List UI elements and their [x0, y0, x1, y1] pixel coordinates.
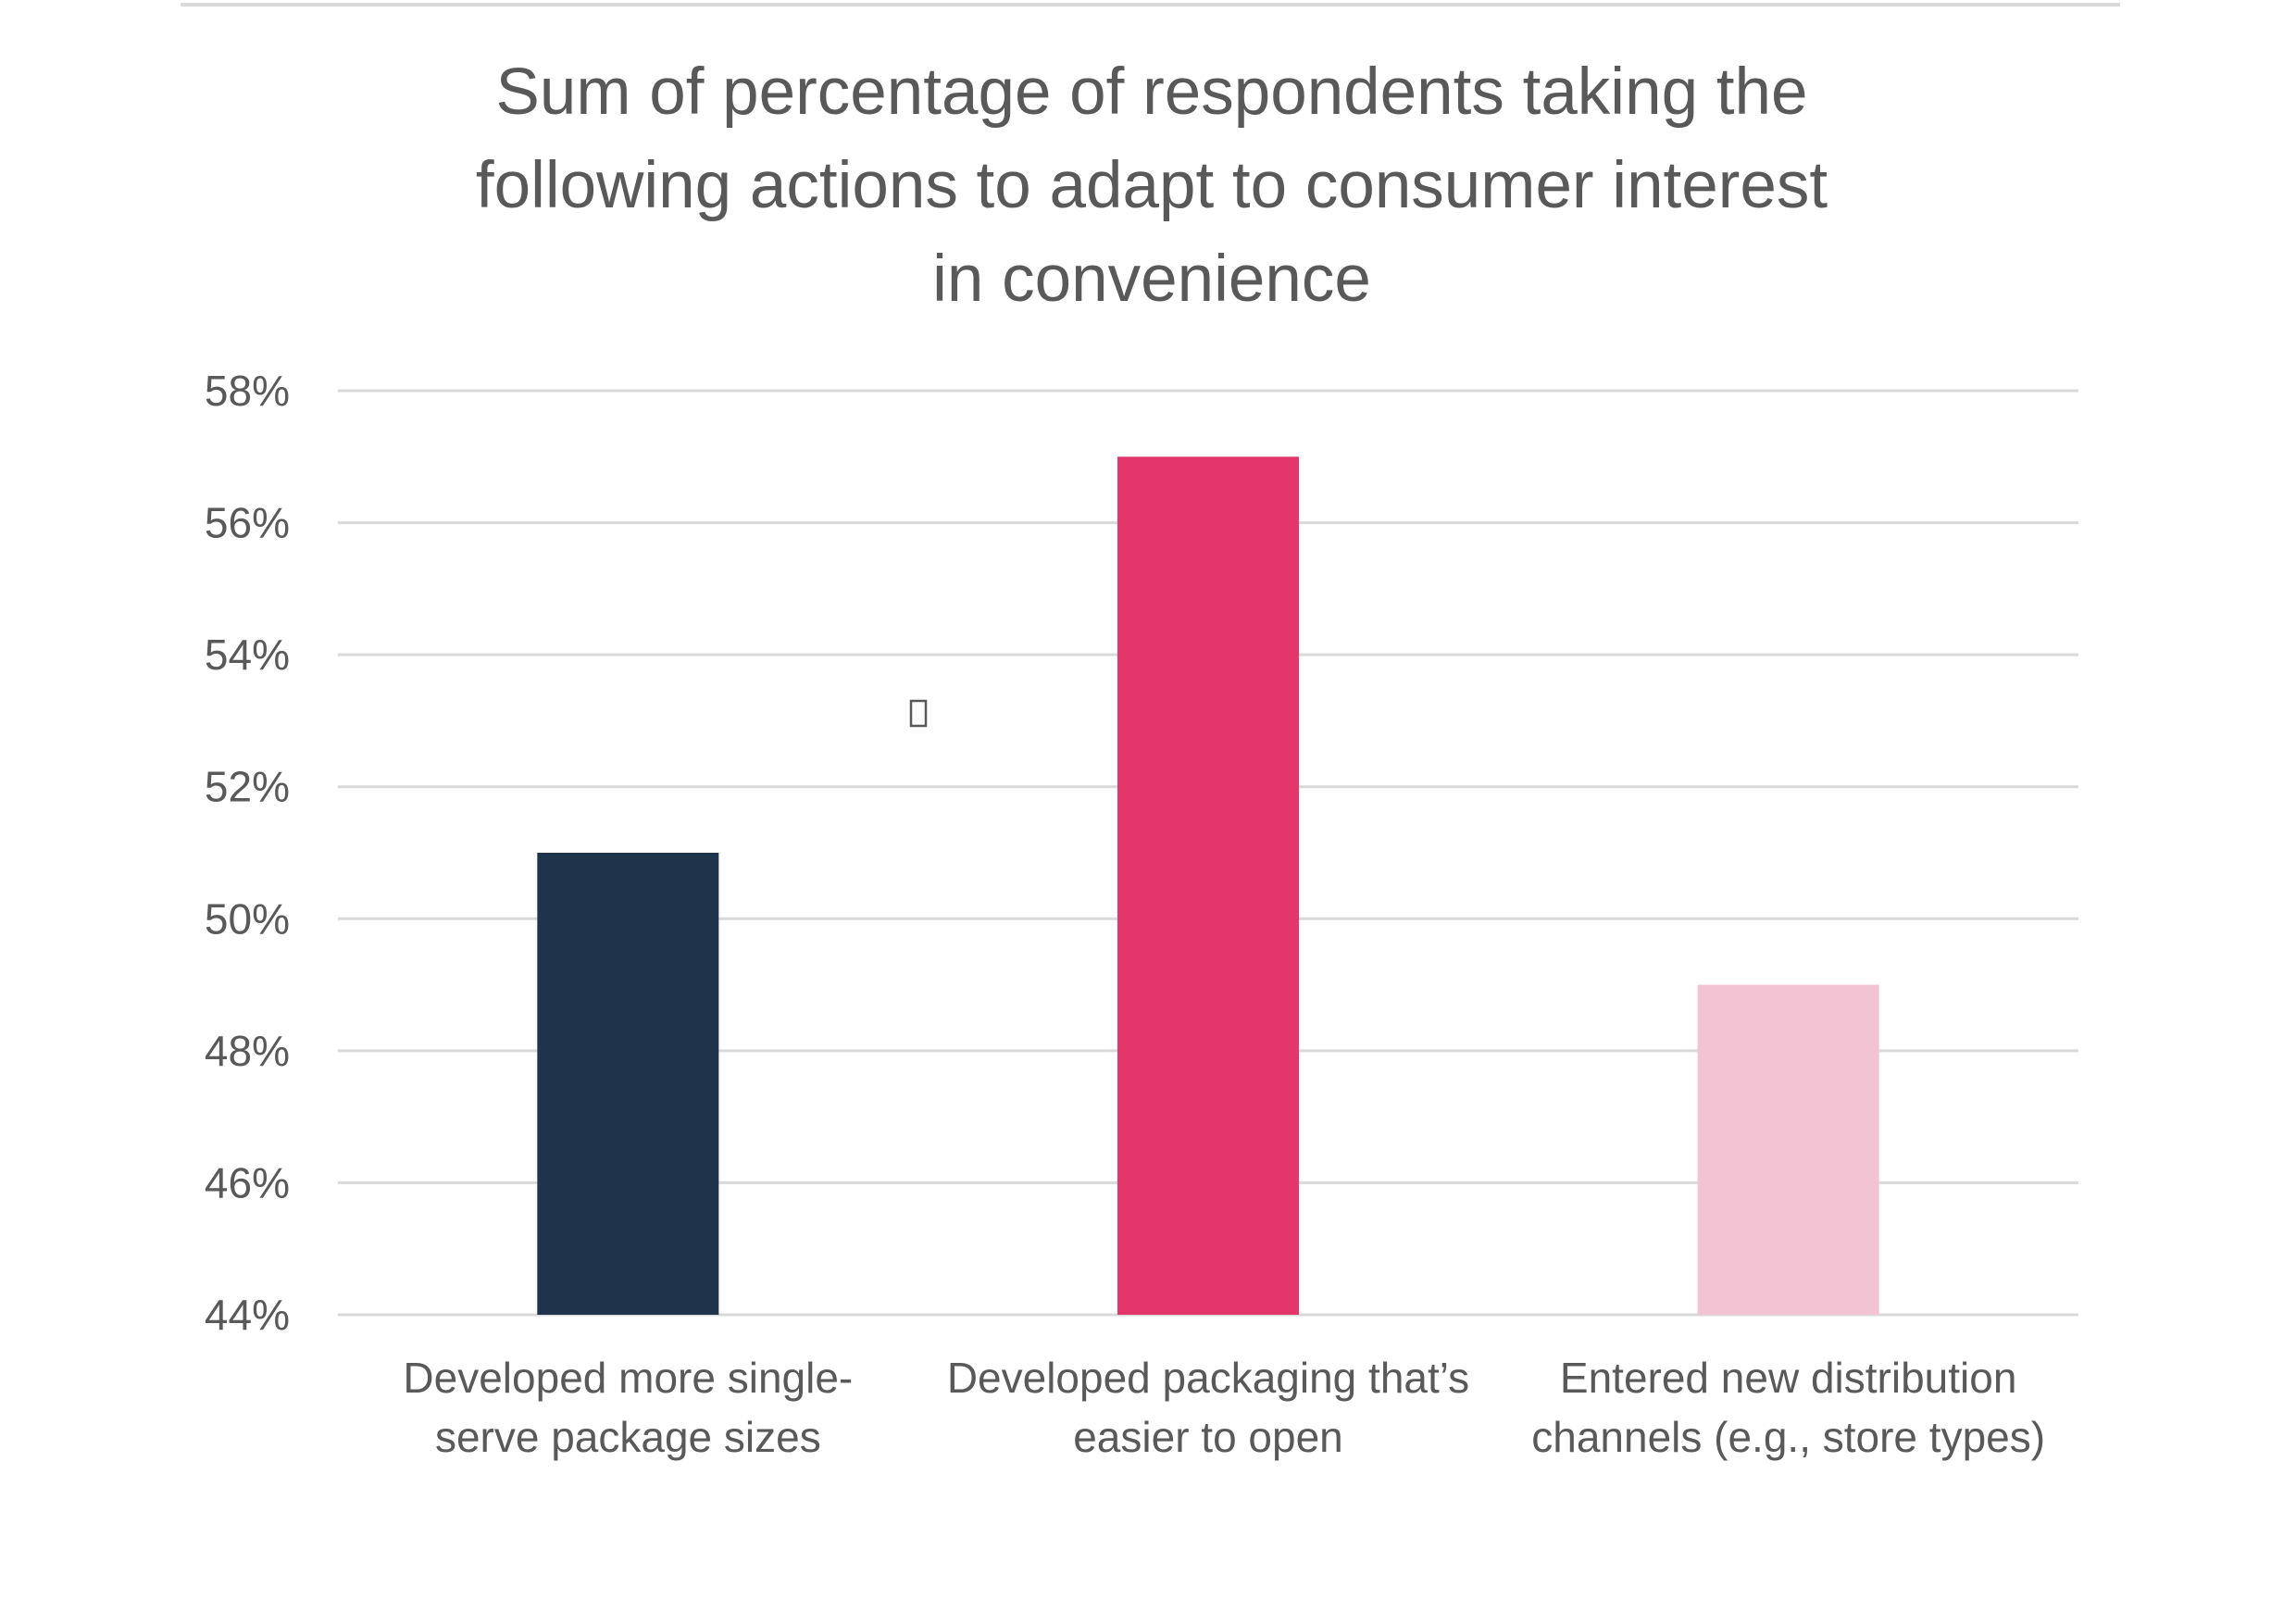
y-tick-label: 56% [205, 499, 290, 547]
y-tick-label: 50% [205, 894, 290, 943]
chart-title-line: following actions to adapt to consumer i… [476, 149, 1828, 222]
chart-title-line: in convenience [932, 243, 1371, 316]
bar [1117, 456, 1299, 1315]
x-category-label: Entered new distribution [1560, 1354, 2017, 1402]
y-tick-label: 54% [205, 631, 290, 679]
x-category-label: channels (e.g., store types) [1531, 1413, 2045, 1461]
y-tick-label: 58% [205, 367, 290, 415]
x-category-label: serve package sizes [435, 1413, 821, 1461]
x-category-label: easier to open [1073, 1413, 1343, 1461]
y-tick-label: 48% [205, 1027, 290, 1075]
chart-title: Sum of percentage of respondents taking … [476, 56, 1828, 316]
chart-title-line: Sum of percentage of respondents taking … [496, 56, 1808, 129]
bar [1697, 984, 1879, 1315]
y-tick-label: 44% [205, 1291, 290, 1339]
y-axis-tick-labels: 44% 46% 48% 50% 52% 54% 56% 58% [205, 367, 290, 1339]
x-axis-category-labels: Developed more single-serve package size… [403, 1354, 2045, 1461]
x-category-label: Developed more single- [403, 1354, 853, 1402]
bar [537, 853, 719, 1315]
x-category-label: Developed packaging that’s [947, 1354, 1469, 1402]
glyph-box-icon [909, 699, 928, 728]
y-tick-label: 46% [205, 1158, 290, 1206]
bars [537, 456, 1879, 1315]
y-tick-label: 52% [205, 763, 290, 811]
